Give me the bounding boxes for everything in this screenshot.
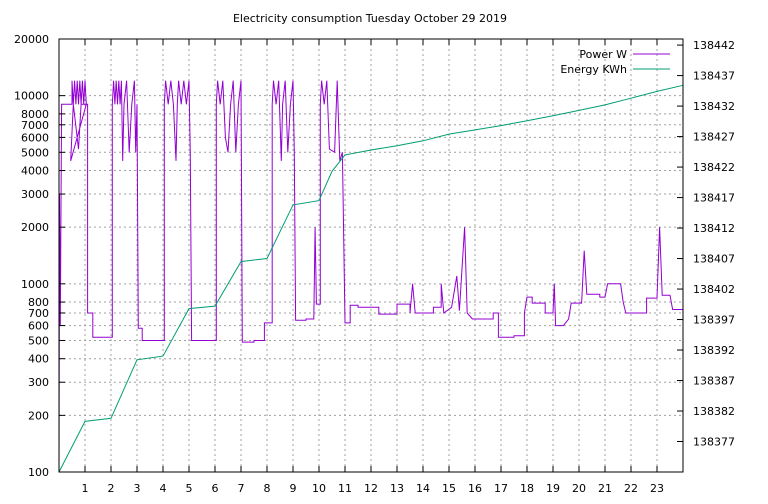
power-w-line	[58, 80, 683, 473]
y2-tick-label: 138392	[693, 344, 735, 357]
grid	[59, 38, 683, 473]
y-tick-label: 8000	[21, 108, 49, 121]
x-tick-label: 22	[624, 482, 638, 495]
x-tick-label: 1	[82, 482, 89, 495]
y2-tick-label: 138427	[693, 131, 735, 144]
x-tick-label: 12	[364, 482, 378, 495]
energy-kwh-line	[58, 84, 684, 473]
y-tick-label: 10000	[14, 90, 49, 103]
x-tick-label: 9	[290, 482, 297, 495]
y2-tick-label: 138387	[693, 375, 735, 388]
y-tick-label: 800	[28, 296, 49, 309]
x-tick-label: 23	[650, 482, 664, 495]
x-tick-label: 15	[442, 482, 456, 495]
legend-label: Power W	[579, 48, 627, 61]
y-tick-label: 3000	[21, 188, 49, 201]
x-tick-label: 5	[186, 482, 193, 495]
series-layer	[58, 80, 684, 473]
x-tick-label: 16	[468, 482, 482, 495]
y2-tick-label: 138402	[693, 283, 735, 296]
y-tick-label: 4000	[21, 165, 49, 178]
y-tick-label: 2000	[21, 221, 49, 234]
x-tick-label: 20	[572, 482, 586, 495]
y2-tick-label: 138442	[693, 39, 735, 52]
y2-tick-label: 138377	[693, 436, 735, 449]
y-tick-label: 5000	[21, 146, 49, 159]
y-tick-label: 6000	[21, 131, 49, 144]
x-tick-label: 8	[264, 482, 271, 495]
y-tick-label: 7000	[21, 119, 49, 132]
y-tick-label: 600	[28, 320, 49, 333]
y2-tick-label: 138412	[693, 222, 735, 235]
x-tick-label: 21	[598, 482, 612, 495]
x-tick-label: 13	[390, 482, 404, 495]
y-tick-label: 20000	[14, 33, 49, 46]
axes: 1 2 3 4 5 6 7 8 9 10 11 12 13 14 15 16 17 18 19 20 21 22 23100…	[14, 33, 735, 495]
y2-tick-label: 138432	[693, 100, 735, 113]
y2-tick-label: 138407	[693, 253, 735, 266]
y2-tick-label: 138422	[693, 161, 735, 174]
y-tick-label: 700	[28, 307, 49, 320]
y-tick-label: 200	[28, 409, 49, 422]
y-tick-label: 500	[28, 334, 49, 347]
y2-tick-label: 138417	[693, 192, 735, 205]
x-tick-label: 4	[160, 482, 167, 495]
y-tick-label: 300	[28, 376, 49, 389]
y2-tick-label: 138382	[693, 405, 735, 418]
x-tick-label: 3	[134, 482, 141, 495]
chart-title: Electricity consumption Tuesday October …	[233, 12, 507, 25]
x-tick-label: 2	[108, 482, 115, 495]
x-tick-label: 14	[416, 482, 430, 495]
y2-tick-label: 138437	[693, 70, 735, 83]
y-tick-label: 100	[28, 466, 49, 479]
legend-label: Energy KWh	[560, 63, 627, 76]
y2-tick-label: 138397	[693, 314, 735, 327]
x-tick-label: 11	[338, 482, 352, 495]
x-tick-label: 10	[312, 482, 326, 495]
x-tick-label: 6	[212, 482, 219, 495]
legend: Power W Energy KWh	[560, 48, 670, 76]
x-tick-label: 7	[238, 482, 245, 495]
x-tick-label: 19	[546, 482, 560, 495]
y-tick-label: 400	[28, 353, 49, 366]
x-tick-label: 18	[520, 482, 534, 495]
y-tick-label: 1000	[21, 278, 49, 291]
x-tick-label: 17	[494, 482, 508, 495]
